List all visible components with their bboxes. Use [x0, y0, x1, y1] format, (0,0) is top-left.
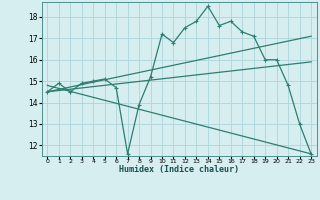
X-axis label: Humidex (Indice chaleur): Humidex (Indice chaleur)	[119, 165, 239, 174]
